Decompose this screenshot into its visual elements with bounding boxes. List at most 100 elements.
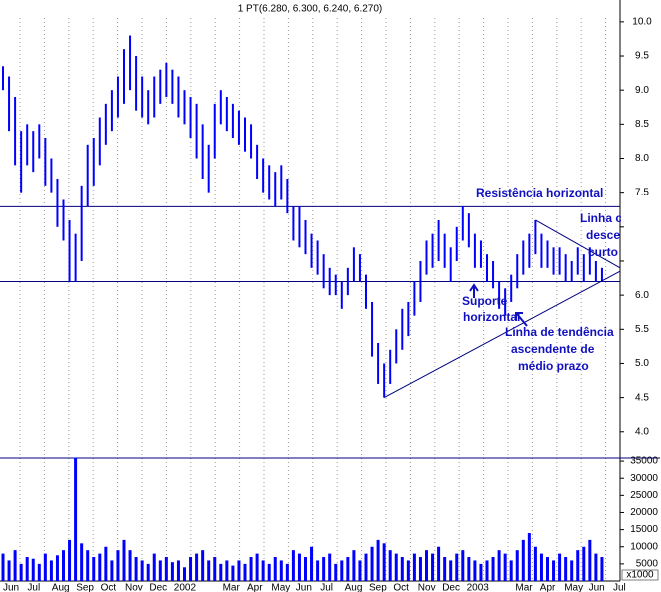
- volume-bar: [243, 563, 247, 581]
- volume-bar: [291, 550, 295, 581]
- volume-bar: [31, 558, 35, 581]
- volume-bar: [509, 560, 513, 581]
- y-tick-label: 7.5: [635, 187, 649, 198]
- volume-bar: [13, 550, 17, 581]
- x-tick-label: Jun: [589, 583, 605, 592]
- volume-bar: [431, 553, 435, 581]
- volume-bar: [249, 557, 253, 581]
- y2-tick-label: 5000: [636, 559, 659, 570]
- annotation: Linha de tendência: [505, 325, 614, 339]
- volume-bar: [352, 550, 356, 581]
- volume-bar: [491, 557, 495, 581]
- volume-bar: [49, 560, 53, 581]
- volume-bar: [515, 550, 519, 581]
- annotation: horizontal: [463, 310, 520, 324]
- volume-bar: [225, 560, 229, 581]
- volume-bar: [594, 553, 598, 581]
- volume-bar: [412, 553, 416, 581]
- y-tick-label: 9.5: [635, 51, 649, 62]
- volume-bar: [219, 563, 223, 581]
- volume-bar: [473, 560, 477, 581]
- y-tick-label: 8.0: [635, 153, 649, 164]
- volume-bar: [497, 550, 501, 581]
- volume-bar: [570, 560, 574, 581]
- volume-bar: [364, 553, 368, 581]
- annotation: Suporte: [462, 294, 508, 308]
- x-tick-label: Dec: [149, 583, 167, 592]
- volume-unit: x1000: [626, 570, 654, 581]
- volume-bar: [449, 560, 453, 581]
- volume-bar: [201, 550, 205, 581]
- volume-bar: [37, 563, 41, 581]
- volume-bar: [55, 555, 59, 581]
- volume-bar: [134, 557, 138, 581]
- volume-bar: [443, 557, 447, 581]
- volume-bar: [503, 553, 507, 581]
- x-tick-label: 2002: [174, 583, 197, 592]
- x-tick-label: Jul: [320, 583, 333, 592]
- y2-tick-label: 15000: [630, 524, 658, 535]
- volume-bar: [582, 546, 586, 581]
- trendline: [535, 219, 621, 269]
- y-tick-label: 5.0: [635, 358, 649, 369]
- volume-bar: [183, 567, 186, 581]
- y-tick-label: 6.0: [635, 290, 649, 301]
- y2-tick-label: 35000: [630, 456, 658, 467]
- volume-bar: [376, 539, 380, 581]
- annotation: médio prazo: [518, 359, 589, 373]
- volume-bar: [62, 550, 65, 581]
- x-tick-label: Nov: [418, 583, 436, 592]
- y2-tick-label: 30000: [630, 473, 658, 484]
- volume-bar: [98, 553, 102, 581]
- volume-bar: [546, 557, 549, 581]
- volume-bar: [558, 553, 562, 581]
- volume-bar: [328, 553, 332, 581]
- volume-bar: [110, 560, 114, 581]
- volume-bar: [588, 539, 592, 581]
- volume-bar: [479, 563, 483, 581]
- volume-bar: [285, 563, 289, 581]
- volume-bar: [334, 563, 338, 581]
- y-tick-label: 4.5: [635, 392, 649, 403]
- volume-bar: [140, 560, 144, 581]
- volume-bar: [340, 560, 344, 581]
- x-tick-label: Mar: [515, 583, 533, 592]
- volume-bar: [600, 557, 604, 581]
- volume-bar: [170, 562, 174, 581]
- x-tick-label: Sep: [369, 583, 387, 592]
- volume-bar: [467, 557, 471, 581]
- annotation: Linha c: [580, 211, 622, 225]
- arrow: [515, 312, 528, 327]
- x-tick-label: Jul: [613, 583, 626, 592]
- x-tick-label: 2003: [467, 583, 490, 592]
- volume-bar: [152, 553, 156, 581]
- x-tick-label: Sep: [76, 583, 94, 592]
- volume-bar: [437, 546, 441, 581]
- volume-bar: [237, 560, 241, 581]
- x-tick-label: May: [271, 583, 290, 592]
- volume-bar: [43, 553, 47, 581]
- x-tick-label: Jun: [3, 583, 19, 592]
- unit-box: [621, 569, 659, 581]
- volume-bar: [316, 560, 320, 581]
- volume-bar: [552, 560, 556, 581]
- annotation: Resistência horizontal: [476, 186, 603, 200]
- volume-bar: [104, 546, 108, 581]
- volume-bar: [1, 553, 5, 581]
- y2-tick-label: 10000: [630, 541, 658, 552]
- volume-bar: [7, 560, 11, 581]
- volume-bar: [68, 539, 72, 581]
- volume-bar: [358, 560, 362, 581]
- volume-bar: [267, 563, 271, 581]
- volume-bar: [116, 550, 120, 581]
- trendline: [383, 270, 621, 399]
- volume-bar: [176, 560, 180, 581]
- x-tick-label: Jul: [27, 583, 40, 592]
- volume-bar: [394, 553, 398, 581]
- volume-bar: [485, 560, 489, 581]
- x-tick-label: Oct: [101, 583, 117, 592]
- volume-bar: [297, 553, 301, 581]
- volume-bar: [231, 565, 235, 581]
- volume-bar: [370, 546, 374, 581]
